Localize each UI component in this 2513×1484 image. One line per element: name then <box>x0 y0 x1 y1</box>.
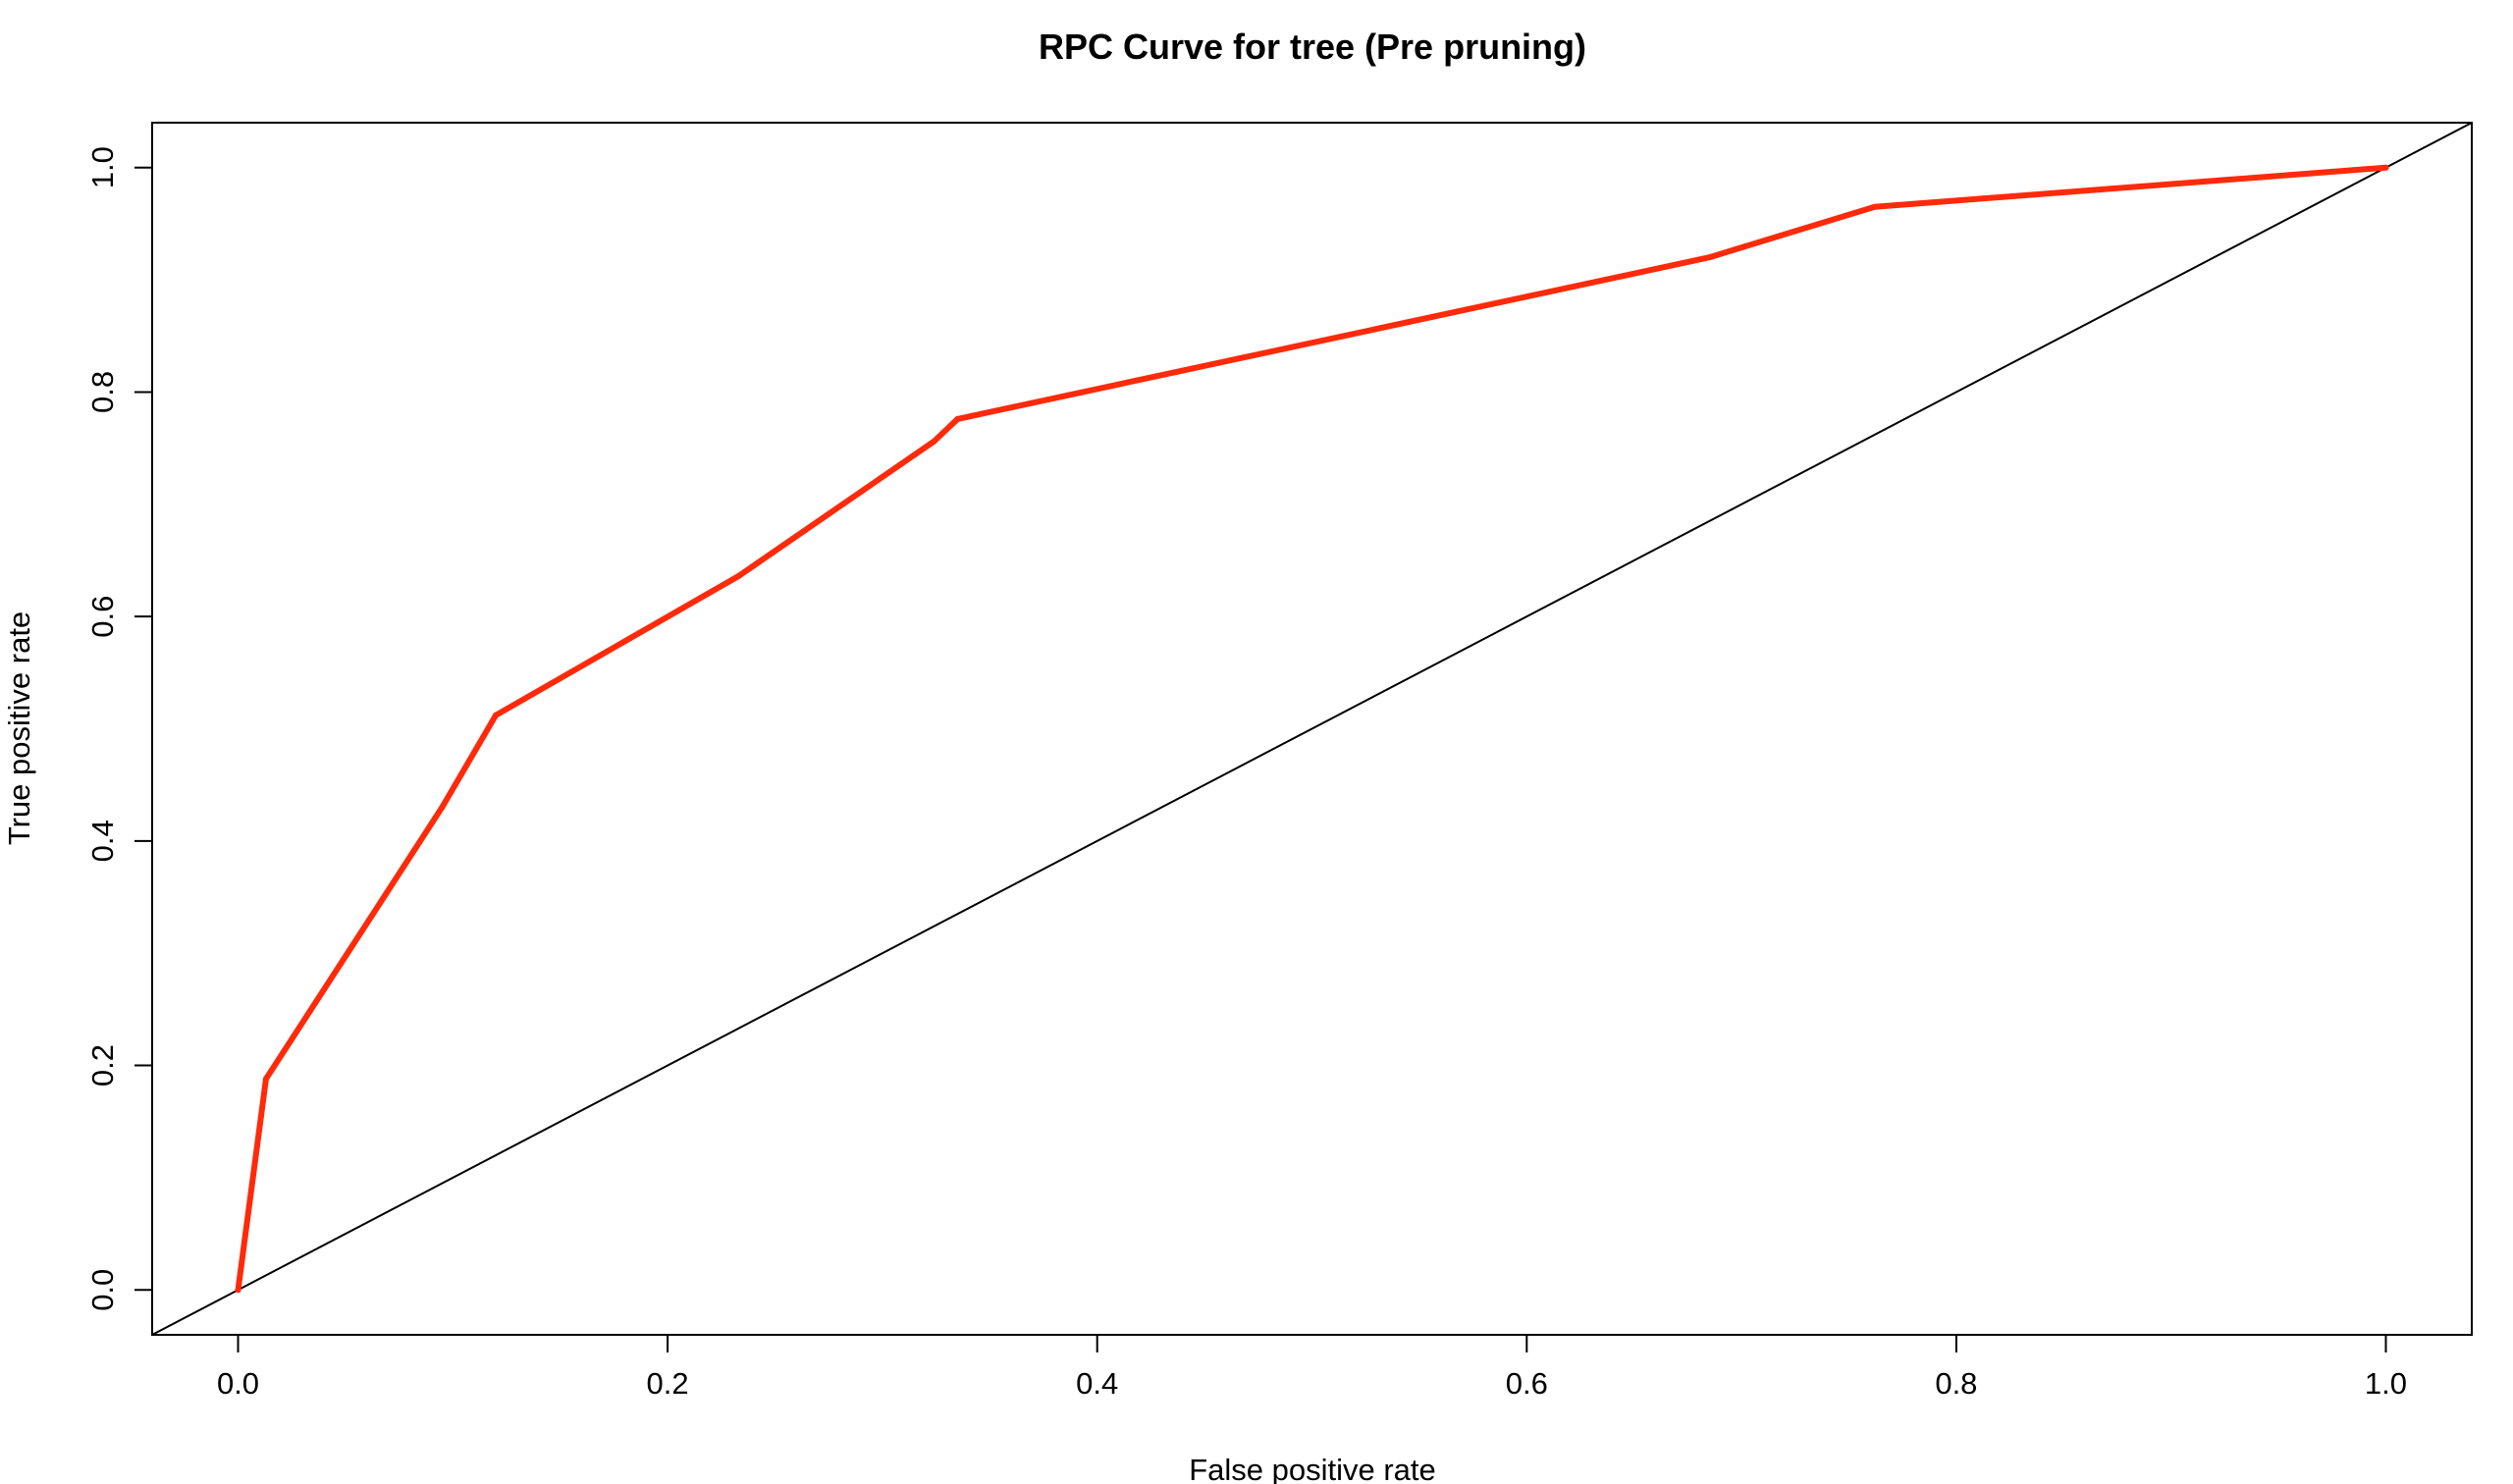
x-tick-label: 0.4 <box>1076 1366 1118 1401</box>
y-axis: 0.0 0.2 0.4 0.6 0.8 1.0 <box>85 146 153 1311</box>
roc-point <box>954 415 961 422</box>
y-axis-label: True positive rate <box>2 611 36 845</box>
y-tick-label: 0.2 <box>85 1044 120 1086</box>
x-tick-label: 0.2 <box>647 1366 689 1401</box>
x-tick-label: 0.0 <box>217 1366 259 1401</box>
roc-point <box>1706 254 1713 261</box>
reference-diagonal-line <box>151 122 2473 1336</box>
roc-point <box>735 572 742 579</box>
x-tick-label: 1.0 <box>2365 1366 2407 1401</box>
y-tick-label: 1.0 <box>85 146 120 188</box>
roc-point <box>262 1076 269 1083</box>
roc-series-line <box>235 164 2389 1294</box>
chart-title: RPC Curve for tree (Pre pruning) <box>1039 26 1586 67</box>
roc-point <box>493 712 500 718</box>
roc-point <box>1871 203 1878 210</box>
roc-point <box>931 438 937 445</box>
x-tick-label: 0.8 <box>1935 1366 1977 1401</box>
x-axis-label: False positive rate <box>1189 1453 1436 1484</box>
x-tick-label: 0.6 <box>1506 1366 1548 1401</box>
x-axis: 0.0 0.2 0.4 0.6 0.8 1.0 <box>217 1334 2407 1401</box>
y-tick-label: 0.4 <box>85 820 120 862</box>
y-tick-label: 0.6 <box>85 596 120 638</box>
y-tick-label: 0.0 <box>85 1269 120 1311</box>
y-tick-label: 0.8 <box>85 371 120 413</box>
roc-point <box>439 804 446 811</box>
roc-point <box>235 1287 241 1294</box>
roc-point <box>2382 164 2389 171</box>
